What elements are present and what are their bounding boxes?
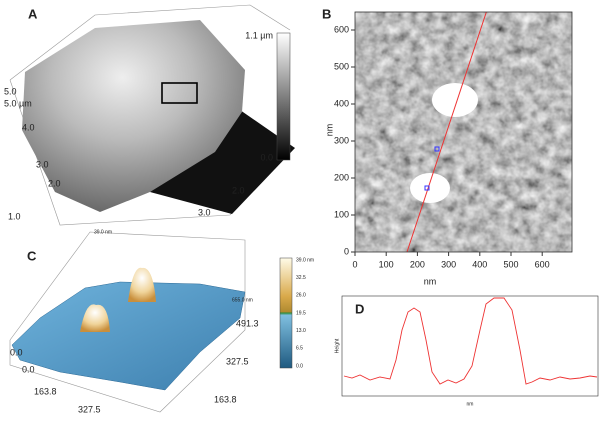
noise (355, 12, 572, 252)
panel-label: D (355, 301, 364, 316)
x-tick-label: 600 (535, 259, 550, 269)
axis-label: 4.0 (22, 122, 35, 132)
panel-b: B 0 100 200 300 400 500 600 0 100 200 300 400 500 600… (322, 6, 573, 286)
y-tick-label: 500 (334, 61, 349, 71)
axis-label: 163.8 (214, 394, 237, 404)
x-tick-label: 300 (441, 259, 456, 269)
axis-label: 0.0 (10, 347, 23, 357)
frame (354, 11, 573, 253)
panel-c: C 39.0 nm 39.0 nm32.526.019.513.06.50.0 … (9, 229, 314, 414)
afm-image (355, 12, 572, 252)
axis-label: 163.8 (34, 386, 57, 396)
x-tick-label: 0 (352, 259, 357, 269)
axis-label: 2.0 (232, 185, 245, 195)
axis-label: 5.0 (4, 86, 17, 96)
x-tick-label: 200 (410, 259, 425, 269)
scale-label: 32.5 (296, 275, 306, 281)
axis-label: 3.0 (36, 159, 49, 169)
axis-label: 0.0 (22, 364, 35, 374)
colorbar (279, 257, 293, 369)
y-tick-label: 300 (334, 135, 349, 145)
box-edge (9, 231, 246, 341)
profile (343, 297, 598, 385)
panel-label: A (28, 6, 38, 21)
y-tick-label: 200 (334, 172, 349, 182)
marker (434, 146, 440, 152)
panel-d: D nm Height (334, 295, 599, 407)
axis-label: 2.0 (48, 178, 61, 188)
x-tick-label: 400 (472, 259, 487, 269)
axis-label: 3.0 (198, 207, 211, 217)
scale-label: 6.5 (296, 346, 303, 352)
axis-title: nm (424, 276, 437, 286)
axis-label: 1.0 (8, 211, 21, 221)
axis-label: 39.0 nm (94, 229, 112, 235)
axis-label: 491.3 (236, 318, 259, 328)
selection-box (161, 82, 198, 104)
box-edge (9, 300, 246, 413)
scale-label: 26.0 (296, 293, 306, 299)
panel-label: C (27, 248, 37, 263)
x-tick-label: 100 (379, 259, 394, 269)
particle (410, 173, 450, 203)
y-tick-label: 100 (334, 209, 349, 219)
axis-label: 327.5 (226, 356, 249, 366)
axis-title: nm (467, 401, 474, 407)
base (150, 110, 295, 214)
surface (22, 20, 245, 212)
panel-label: B (322, 6, 331, 21)
axis-title: Height (334, 338, 340, 353)
y-tick-label: 600 (334, 24, 349, 34)
peak (128, 267, 156, 302)
colorbar (276, 32, 291, 161)
scale-label: 0.0 (260, 152, 273, 162)
axis-title: nm (324, 124, 334, 137)
peak (80, 304, 110, 332)
axis-label: 655.0 nm (232, 297, 253, 303)
surface (11, 281, 246, 391)
y-tick-label: 0 (344, 246, 349, 256)
scale-label: 0.0 (296, 363, 303, 369)
frame (341, 295, 599, 397)
scale-label: 19.5 (296, 310, 306, 316)
profile-line (406, 12, 487, 252)
box-edge (9, 4, 291, 81)
particle (432, 83, 478, 117)
axis-label: 327.5 (78, 404, 101, 414)
panel-a: A 1.1 µm 0.0 5.0 5.0 µm 4.0 3.0 2.0 1.0 … (4, 4, 295, 226)
scale-label: 13.0 (296, 328, 306, 334)
axis-label: 5.0 µm (4, 98, 32, 108)
scale-label: 1.1 µm (245, 30, 273, 40)
scale-label: 39.0 nm (296, 257, 314, 263)
y-tick-label: 400 (334, 98, 349, 108)
x-tick-label: 500 (503, 259, 518, 269)
marker (424, 185, 430, 191)
